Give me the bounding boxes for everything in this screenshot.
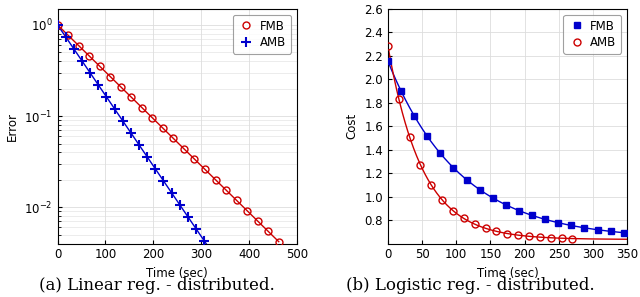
FMB: [127, 95, 135, 99]
AMB: [449, 209, 457, 212]
FMB: [528, 214, 536, 217]
FMB: [243, 209, 251, 213]
AMB: [111, 107, 118, 110]
Legend: FMB, AMB: FMB, AMB: [563, 15, 621, 54]
AMB: [395, 97, 403, 100]
FMB: [85, 54, 93, 58]
FMB: [449, 166, 457, 170]
FMB: [620, 231, 628, 235]
AMB: [95, 83, 102, 87]
FMB: [384, 59, 392, 63]
FMB: [607, 230, 614, 233]
AMB: [460, 217, 468, 220]
AMB: [78, 59, 86, 63]
AMB: [152, 167, 159, 170]
Line: AMB: AMB: [385, 42, 576, 242]
FMB: [502, 203, 509, 207]
AMB: [200, 239, 208, 242]
FMB: [64, 34, 72, 37]
FMB: [212, 178, 220, 181]
AMB: [417, 163, 424, 167]
FMB: [541, 218, 549, 221]
FMB: [180, 147, 188, 151]
AMB: [471, 222, 479, 226]
Text: (a) Linear reg. - distributed.: (a) Linear reg. - distributed.: [39, 277, 275, 294]
AMB: [482, 227, 490, 230]
FMB: [436, 151, 444, 155]
AMB: [216, 263, 224, 266]
AMB: [192, 227, 200, 230]
Line: FMB: FMB: [54, 21, 282, 245]
AMB: [159, 179, 167, 182]
AMB: [184, 215, 191, 218]
AMB: [536, 236, 544, 239]
AMB: [70, 47, 77, 51]
FMB: [159, 127, 167, 130]
FMB: [515, 209, 523, 212]
AMB: [176, 203, 184, 206]
X-axis label: Time (sec): Time (sec): [147, 267, 208, 280]
AMB: [493, 230, 500, 233]
FMB: [463, 178, 470, 181]
FMB: [75, 44, 83, 48]
Line: FMB: FMB: [385, 58, 627, 236]
AMB: [119, 119, 127, 123]
AMB: [384, 44, 392, 48]
FMB: [476, 188, 483, 191]
FMB: [96, 64, 104, 68]
FMB: [254, 219, 262, 223]
AMB: [428, 183, 435, 187]
FMB: [554, 221, 562, 225]
AMB: [127, 131, 134, 135]
FMB: [138, 106, 146, 109]
Text: (b) Logistic reg. - distributed.: (b) Logistic reg. - distributed.: [346, 277, 595, 294]
FMB: [191, 157, 198, 161]
Y-axis label: Error: Error: [6, 112, 19, 141]
Line: AMB: AMB: [52, 20, 225, 269]
FMB: [568, 224, 575, 227]
AMB: [86, 71, 94, 75]
FMB: [233, 199, 241, 202]
AMB: [54, 23, 61, 27]
AMB: [102, 95, 110, 99]
AMB: [515, 233, 522, 237]
AMB: [438, 198, 446, 202]
AMB: [168, 191, 175, 195]
Legend: FMB, AMB: FMB, AMB: [233, 15, 291, 54]
FMB: [170, 137, 177, 140]
AMB: [504, 232, 511, 235]
FMB: [580, 226, 588, 230]
FMB: [594, 228, 602, 232]
X-axis label: Time (sec): Time (sec): [477, 267, 538, 280]
AMB: [558, 236, 566, 240]
FMB: [275, 240, 283, 244]
FMB: [201, 168, 209, 171]
FMB: [410, 114, 418, 117]
FMB: [397, 89, 405, 93]
FMB: [423, 134, 431, 138]
FMB: [54, 23, 61, 27]
AMB: [143, 155, 151, 159]
AMB: [525, 235, 533, 238]
FMB: [222, 188, 230, 192]
FMB: [148, 116, 156, 120]
FMB: [489, 196, 497, 200]
FMB: [106, 75, 114, 78]
FMB: [117, 85, 125, 89]
AMB: [569, 237, 577, 240]
AMB: [547, 236, 555, 240]
AMB: [406, 135, 413, 139]
FMB: [264, 230, 272, 233]
AMB: [135, 143, 143, 146]
AMB: [209, 251, 216, 254]
Y-axis label: Cost: Cost: [346, 113, 358, 139]
AMB: [62, 35, 70, 39]
